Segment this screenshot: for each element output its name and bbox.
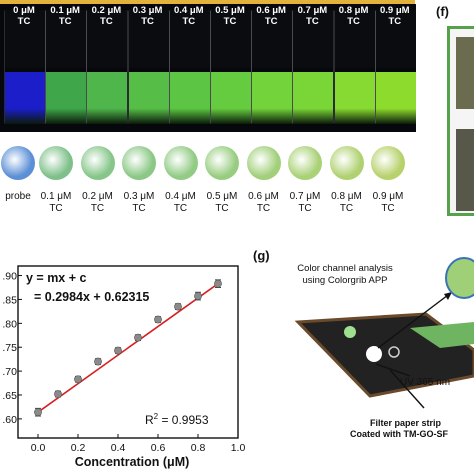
spot-label: 0.2 μM TC <box>82 191 113 214</box>
arrow-head <box>444 292 452 300</box>
x-tick-label: 1.0 <box>231 442 246 454</box>
paper-spot <box>205 146 239 180</box>
cuvette-label: 0.5 μM TC <box>215 5 245 27</box>
arrow-to-strip <box>389 369 425 409</box>
data-point <box>214 279 222 288</box>
cuvette <box>333 10 376 124</box>
paper-spot <box>163 146 198 180</box>
chart-ticks: 0.0 0.2 0.4 0.6 0.8 1.0 .60 .65 .70 .75 .80 .85 .90 <box>2 271 245 454</box>
data-point <box>94 357 102 366</box>
x-tick-label: 0.8 <box>191 442 206 454</box>
chart-axes <box>17 265 239 439</box>
cuvette <box>45 10 88 124</box>
sample-spot-white <box>366 346 382 362</box>
app-result-circle <box>445 257 474 299</box>
paper-spot <box>371 146 405 180</box>
uv-label: UV 365 nm <box>400 377 451 388</box>
paper-spot <box>1 146 35 180</box>
cuvette-label: 0.9 μM TC <box>380 5 410 27</box>
strip-line-2: Coated with TM-GO-SF <box>350 429 448 439</box>
cuvette <box>168 10 211 124</box>
photo-top-border <box>0 0 415 4</box>
cuvette-label: 0.1 μM TC <box>50 5 80 27</box>
cuvette-label: 0.7 μM TC <box>297 5 328 27</box>
y-tick-label: .80 <box>2 318 17 330</box>
calibration-chart: 0.0 0.2 0.4 0.6 0.8 1.0.60.65.70.75.80.85.90 … <box>2 265 245 469</box>
spot-label: 0.7 μM TC <box>289 191 321 214</box>
panel-g-illustration <box>294 257 474 409</box>
fit-line <box>37 283 219 413</box>
arrow-to-uv <box>375 363 411 377</box>
cuvette <box>86 10 129 124</box>
cuvette <box>210 10 252 124</box>
sample-spot-outline <box>388 346 400 358</box>
spot-label: probe <box>5 191 31 202</box>
spot-label: 0.6 μM TC <box>248 191 279 214</box>
paper-spot <box>329 146 364 180</box>
cuvette <box>4 10 46 124</box>
spot-label: 0.5 μM TC <box>206 191 238 214</box>
paper-spot <box>246 146 281 180</box>
cuvette <box>127 10 170 124</box>
cuvette <box>374 10 416 124</box>
fit-text: = 0.2984x + 0.62315 <box>34 290 149 304</box>
y-tick-label: .90 <box>2 271 17 283</box>
x-tick-label: 0.6 <box>151 442 166 454</box>
data-point <box>114 346 122 355</box>
analysis-line-2: using Colorgrib APP <box>302 275 388 286</box>
data-point <box>154 315 162 324</box>
paper-spot <box>288 146 322 180</box>
cuvette-label: 0 μM TC <box>13 5 35 27</box>
green-strip <box>410 322 474 348</box>
spot-label: 0.4 μM TC <box>165 191 196 214</box>
y-tick-label: .75 <box>2 342 17 354</box>
data-points <box>34 279 222 417</box>
cuvette-label: 0.2 μM TC <box>91 5 122 27</box>
fit-line-path <box>37 283 219 413</box>
y-tick-label: .70 <box>2 366 17 378</box>
paper-spot <box>80 146 115 180</box>
x-tick-label: 0.2 <box>71 442 86 454</box>
cuvette <box>292 10 335 124</box>
y-tick-label: .85 <box>2 294 17 306</box>
panel-f-label: (f) <box>436 4 449 19</box>
paper-spot <box>122 146 156 180</box>
cuvette-label: 0.4 μM TC <box>174 5 204 27</box>
panel-g-label: (g) <box>253 248 270 263</box>
x-tick-label: 0.0 <box>31 442 46 454</box>
data-point <box>74 375 82 384</box>
cuvette-photo: 0 μM TC 0.1 μM TC 0.2 μM TC 0.3 μM TC 0.4 μM TC 0.… <box>0 4 416 132</box>
y-tick-label: .65 <box>2 390 17 402</box>
equation-text: y = mx + c <box>26 271 87 285</box>
panel-f-device-photo <box>447 26 474 216</box>
data-point <box>34 408 42 417</box>
x-tick-label: 0.4 <box>111 442 126 454</box>
data-point <box>54 390 62 398</box>
data-point <box>134 333 142 342</box>
r-squared-text: R2 = 0.9953 <box>145 412 209 427</box>
strip-line-1: Filter paper strip <box>370 418 442 428</box>
arrow-to-app <box>377 291 453 349</box>
sample-spot-green <box>344 326 356 338</box>
cuvette-label: 0.8 μM TC <box>338 5 369 27</box>
spot-label: 0.9 μM TC <box>372 191 404 214</box>
cuvette-label: 0.3 μM TC <box>132 5 163 27</box>
cuvette <box>251 10 294 124</box>
analysis-line-1: Color channel analysis <box>297 263 393 274</box>
device-photo-bottom <box>456 129 474 211</box>
spot-label: 0.1 μM TC <box>40 191 72 214</box>
y-tick-label: .60 <box>2 414 17 426</box>
data-point <box>174 302 182 311</box>
spot-label: 0.3 μM TC <box>123 191 155 214</box>
paper-spot <box>39 146 73 180</box>
spot-label: 0.8 μM TC <box>331 191 362 214</box>
plot-frame <box>17 265 239 439</box>
x-axis-label: Concentration (μM) <box>75 455 190 469</box>
data-point <box>194 292 202 300</box>
device-photo-top <box>456 37 474 109</box>
cuvette-label: 0.6 μM TC <box>256 5 286 27</box>
